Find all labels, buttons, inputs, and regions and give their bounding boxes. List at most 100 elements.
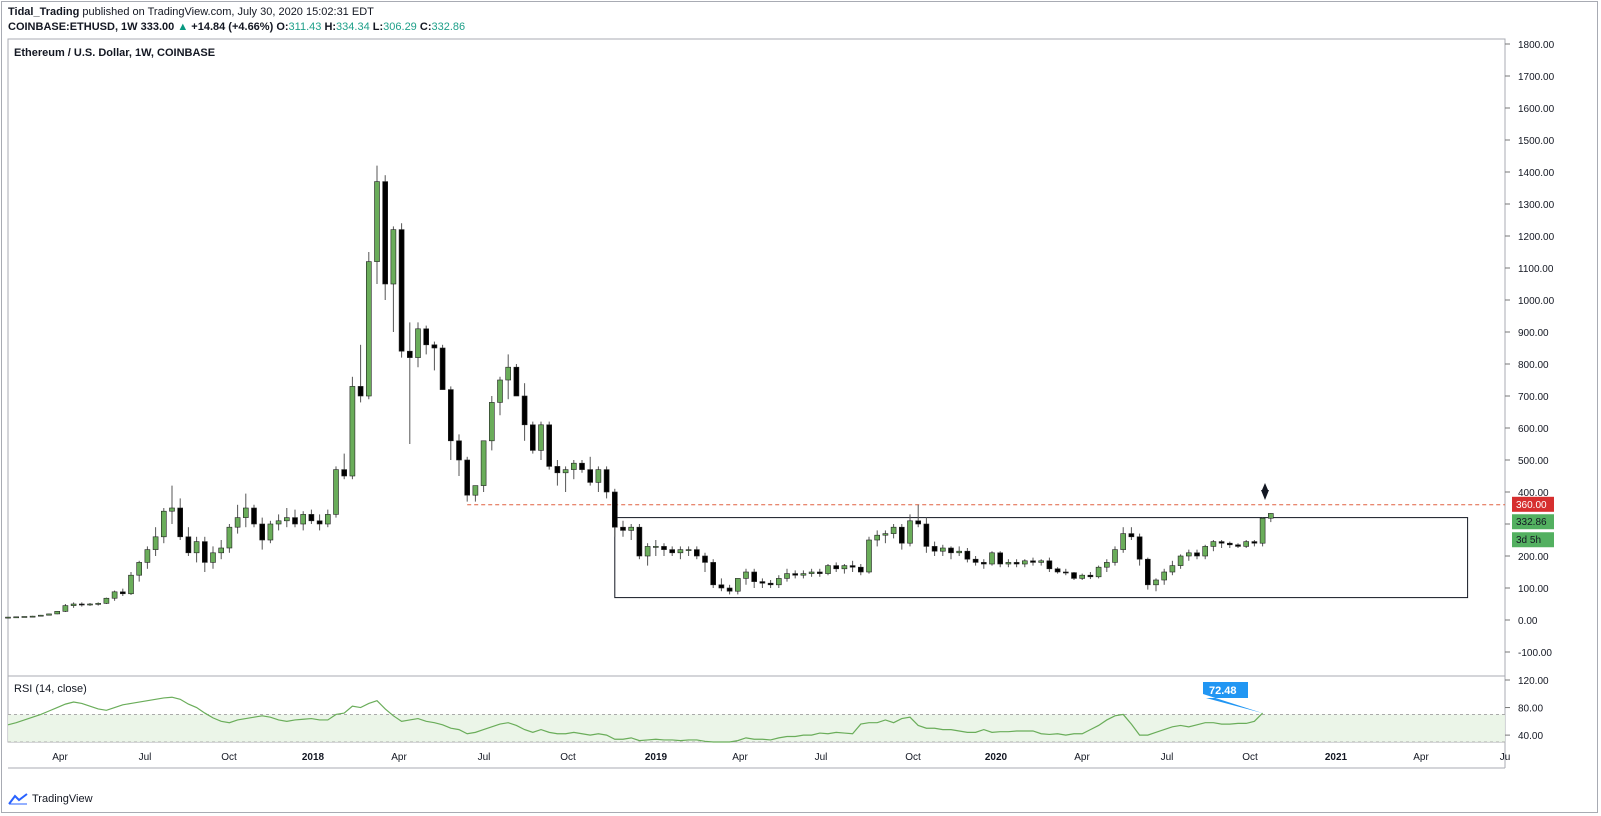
close-label: C: bbox=[419, 21, 432, 33]
candle bbox=[1227, 541, 1233, 548]
candle bbox=[792, 570, 799, 579]
candle bbox=[439, 344, 446, 390]
candle bbox=[726, 584, 733, 595]
candle bbox=[652, 540, 659, 556]
y-tick-label: 1300.00 bbox=[1518, 200, 1555, 211]
svg-text:332.86: 332.86 bbox=[1516, 517, 1547, 528]
x-tick-label: Oct bbox=[560, 752, 576, 763]
arrow-marker bbox=[1261, 483, 1269, 500]
y-tick-label: -100.00 bbox=[1518, 648, 1552, 659]
rsi-value-badge: 72.48 bbox=[1203, 682, 1263, 714]
candle bbox=[1128, 527, 1135, 540]
candle bbox=[283, 508, 290, 528]
candle bbox=[341, 453, 348, 480]
close-value: 332.86 bbox=[431, 21, 466, 33]
candle bbox=[357, 344, 364, 403]
candle bbox=[816, 568, 823, 577]
candle bbox=[1259, 517, 1266, 547]
candle bbox=[1021, 559, 1028, 568]
candle bbox=[775, 575, 782, 588]
candle bbox=[808, 568, 815, 577]
rsi-tick-label: 120.00 bbox=[1518, 676, 1549, 687]
y-tick-label: 1100.00 bbox=[1518, 264, 1554, 275]
x-tick-label: Apr bbox=[732, 752, 748, 763]
price-axis[interactable]: 1800.00 1700.00 1600.00 1500.00 1400.00 1300.… bbox=[1505, 40, 1555, 659]
rsi-axis[interactable]: 120.00 80.00 40.00 72.48 bbox=[1203, 676, 1549, 742]
candle bbox=[1095, 565, 1102, 579]
candle bbox=[1079, 573, 1085, 580]
x-tick-label: 2019 bbox=[645, 752, 668, 763]
candle bbox=[1243, 540, 1249, 548]
y-tick-label: 1600.00 bbox=[1518, 104, 1555, 115]
candle bbox=[87, 603, 93, 606]
candle bbox=[1153, 578, 1159, 592]
x-tick-label: Jul bbox=[815, 752, 828, 763]
candle bbox=[866, 536, 872, 574]
candle bbox=[915, 504, 922, 528]
candle bbox=[152, 527, 159, 556]
time-axis[interactable]: Apr Jul Oct 2018 Apr Jul Oct 2019 Apr Jul Oct 2020 A… bbox=[52, 752, 1510, 763]
candle bbox=[128, 572, 134, 596]
candle bbox=[390, 226, 397, 332]
candle bbox=[554, 460, 561, 486]
y-tick-label: 200.00 bbox=[1518, 552, 1549, 563]
y-tick-label: 1500.00 bbox=[1518, 136, 1555, 147]
candle bbox=[1169, 560, 1176, 576]
candle bbox=[447, 386, 454, 460]
candle bbox=[677, 546, 684, 560]
candle bbox=[1046, 557, 1053, 572]
candle bbox=[702, 552, 708, 572]
candle bbox=[800, 570, 807, 579]
tradingview-logo[interactable]: TradingView bbox=[8, 793, 93, 805]
candle bbox=[300, 511, 307, 531]
candle bbox=[1030, 557, 1036, 566]
candle bbox=[857, 564, 864, 576]
candle bbox=[784, 568, 790, 582]
candle bbox=[488, 396, 495, 451]
candle bbox=[456, 434, 462, 476]
y-tick-label: 900.00 bbox=[1518, 328, 1549, 339]
symbol-label: COINBASE:ETHUSD, 1W bbox=[8, 21, 138, 33]
x-tick-label: Apr bbox=[391, 752, 407, 763]
rsi-line bbox=[7, 696, 1264, 743]
candle bbox=[29, 615, 36, 618]
candle bbox=[243, 493, 249, 528]
price-badges: 360.00 332.86 3d 5h bbox=[1512, 496, 1554, 548]
candle bbox=[1145, 557, 1151, 590]
candle bbox=[1112, 546, 1118, 566]
y-tick-label: 1200.00 bbox=[1518, 232, 1555, 243]
candle bbox=[1054, 567, 1061, 574]
candle bbox=[398, 223, 405, 358]
y-tick-label: 700.00 bbox=[1518, 392, 1549, 403]
candle bbox=[5, 616, 11, 619]
candle bbox=[825, 564, 831, 576]
y-tick-label: 1000.00 bbox=[1518, 296, 1555, 307]
rsi-label: RSI (14, close) bbox=[14, 683, 87, 695]
candle bbox=[1194, 549, 1200, 560]
x-tick-label: Jul bbox=[478, 752, 491, 763]
candle bbox=[1063, 568, 1069, 576]
candle bbox=[177, 498, 183, 540]
author-name[interactable]: Tidal_Trading bbox=[8, 6, 80, 18]
symbol-info: COINBASE:ETHUSD, 1W 333.00 ▲ +14.84 (+4.… bbox=[8, 21, 465, 33]
x-tick-label: Jul bbox=[1161, 752, 1174, 763]
candle bbox=[21, 616, 28, 618]
candle bbox=[661, 543, 667, 556]
candle bbox=[997, 551, 1004, 568]
candle bbox=[480, 440, 487, 492]
tradingview-logo-icon bbox=[8, 793, 28, 805]
candle bbox=[54, 611, 61, 615]
candle bbox=[636, 524, 643, 560]
level-price-badge: 360.00 bbox=[1512, 496, 1554, 512]
candle bbox=[267, 520, 274, 544]
x-tick-label: 2021 bbox=[1325, 752, 1348, 763]
candle bbox=[595, 466, 602, 492]
candle bbox=[1005, 559, 1012, 568]
candle bbox=[972, 556, 979, 566]
candle bbox=[644, 543, 651, 566]
candle bbox=[1210, 540, 1217, 552]
candle bbox=[669, 546, 676, 556]
svg-text:360.00: 360.00 bbox=[1516, 500, 1547, 511]
